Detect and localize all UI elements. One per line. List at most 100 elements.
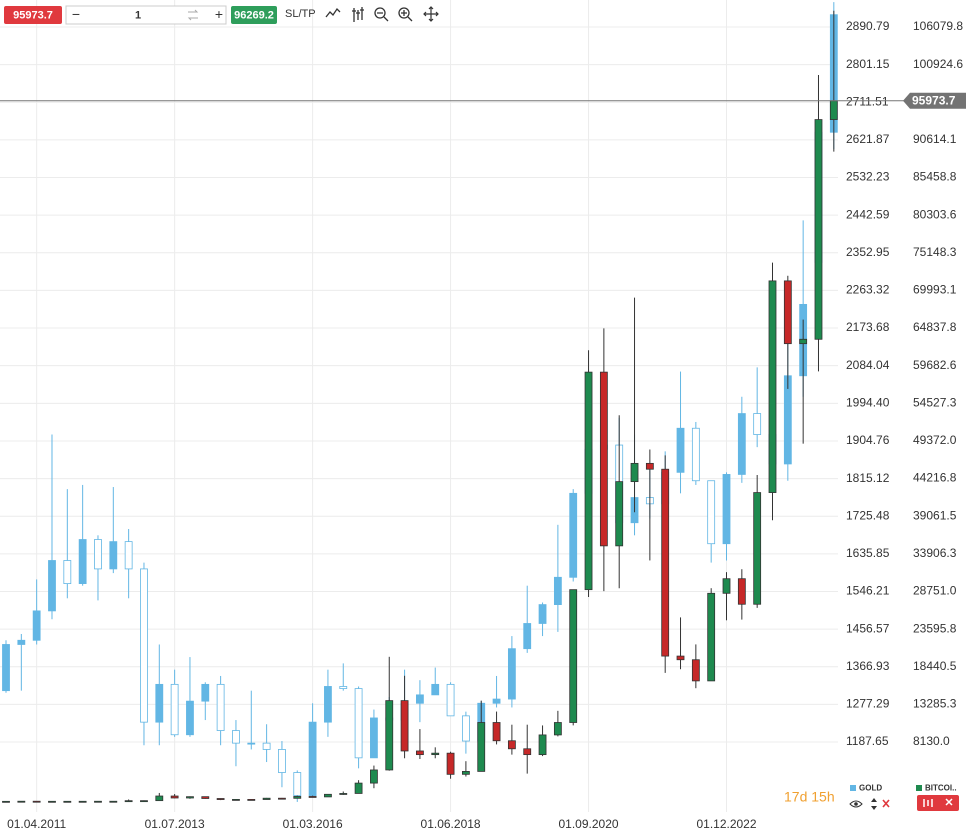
candle-body xyxy=(63,560,72,584)
x-tick-label: 01.12.2022 xyxy=(696,817,756,831)
candle-body xyxy=(461,715,470,742)
candle-body xyxy=(431,752,440,756)
candle-body xyxy=(140,568,148,723)
y-tick-label: 1456.57 xyxy=(846,621,890,635)
candle-body xyxy=(814,119,823,340)
candle-body xyxy=(829,100,838,120)
y-tick-label: 1366.93 xyxy=(846,659,890,673)
candle-body xyxy=(17,800,26,803)
quantity-box[interactable] xyxy=(65,5,227,25)
sell-badge[interactable] xyxy=(4,6,62,24)
y-tick-label: 1277.29 xyxy=(846,697,890,711)
minus-button[interactable]: − xyxy=(72,6,80,22)
buy-badge[interactable] xyxy=(231,6,277,24)
candle-body xyxy=(109,800,118,803)
y2-tick-label: 90614.1 xyxy=(913,132,957,146)
candle-body xyxy=(385,700,394,771)
x-tick-label: 01.07.2013 xyxy=(145,817,205,831)
candle-body xyxy=(278,749,286,773)
candle-body xyxy=(584,371,593,591)
x-tick-label: 01.09.2020 xyxy=(559,817,619,831)
plot-area xyxy=(0,0,838,812)
candle-body xyxy=(615,481,624,547)
price-label: 95973.7 xyxy=(912,93,956,107)
candle-body xyxy=(78,800,87,803)
remove-series[interactable] xyxy=(945,798,953,806)
candle-body xyxy=(155,795,164,802)
candle-body xyxy=(186,796,194,799)
legend-label: GOLD xyxy=(859,784,882,793)
candle-body xyxy=(293,796,302,799)
candle-body xyxy=(569,492,578,578)
candle-body xyxy=(400,700,409,752)
series-close-box[interactable] xyxy=(917,795,959,811)
y-tick-label: 1725.48 xyxy=(846,508,890,522)
candle-body xyxy=(507,740,516,750)
candle-body xyxy=(523,748,532,756)
swap-icon[interactable] xyxy=(187,9,199,21)
y2-tick-label: 85458.8 xyxy=(913,170,957,184)
plus-button[interactable]: + xyxy=(215,6,223,22)
candle-body xyxy=(109,541,118,570)
candle-body xyxy=(446,683,455,717)
countdown: 17d 15h xyxy=(784,789,835,805)
candle-body xyxy=(707,592,716,682)
candle-body xyxy=(553,576,562,605)
candle-body xyxy=(293,772,302,797)
zoom-in-icon[interactable] xyxy=(398,7,410,19)
candle-body xyxy=(783,280,792,345)
candle-body xyxy=(477,722,486,772)
candle-body xyxy=(753,492,762,605)
candle-body xyxy=(431,683,440,696)
candle-body xyxy=(32,610,41,641)
y2-tick-label: 44216.8 xyxy=(913,471,957,485)
y2-tick-label: 54527.3 xyxy=(913,395,957,409)
candle-body xyxy=(339,793,348,795)
candle-body xyxy=(416,750,424,756)
x-tick-label: 01.03.2016 xyxy=(283,817,343,831)
candle-body xyxy=(308,796,317,798)
candle-body xyxy=(538,734,547,756)
sltp-button[interactable]: SL/TP xyxy=(285,8,316,20)
candle-icon[interactable] xyxy=(352,7,364,22)
x-tick-label: 01.04.2011 xyxy=(7,817,66,831)
candle-body xyxy=(94,539,102,570)
candle-body xyxy=(48,800,56,803)
candle-body xyxy=(232,799,240,801)
quantity[interactable]: 1 xyxy=(135,9,141,21)
candle-body xyxy=(630,462,639,483)
order-icon[interactable] xyxy=(871,798,877,810)
candle-body xyxy=(691,427,700,482)
y2-tick-label: 100924.6 xyxy=(913,57,963,71)
pan-icon[interactable] xyxy=(423,6,439,22)
y-tick-label: 2442.59 xyxy=(846,207,890,221)
zoom-out-icon[interactable] xyxy=(374,7,386,19)
candle-body xyxy=(247,742,256,745)
candle-body xyxy=(553,722,562,736)
candle-body xyxy=(216,683,225,731)
line-chart-icon[interactable] xyxy=(325,7,341,18)
buy-price: 96269.2 xyxy=(234,9,274,21)
y-tick-label: 2263.32 xyxy=(846,283,890,297)
candle-body xyxy=(799,338,808,345)
candle-body xyxy=(569,589,578,723)
candle-body xyxy=(446,752,455,775)
legend-swatch xyxy=(850,785,856,791)
y-tick-label: 1546.21 xyxy=(846,584,890,598)
candle-body xyxy=(370,769,378,784)
eye-icon[interactable] xyxy=(849,800,863,808)
candle-body xyxy=(324,686,332,723)
candle-body xyxy=(753,413,762,435)
legend-label: BITCOI.. xyxy=(925,784,957,793)
remove-icon[interactable] xyxy=(882,799,890,808)
candle-body xyxy=(78,539,87,584)
y2-tick-label: 13285.3 xyxy=(913,697,957,711)
candle-body xyxy=(170,795,179,799)
candle-body xyxy=(523,623,532,650)
candle-body xyxy=(124,541,133,570)
candle-body xyxy=(737,578,746,605)
candle-body xyxy=(722,578,731,594)
candle-body xyxy=(691,659,700,682)
candle-body xyxy=(48,560,56,612)
